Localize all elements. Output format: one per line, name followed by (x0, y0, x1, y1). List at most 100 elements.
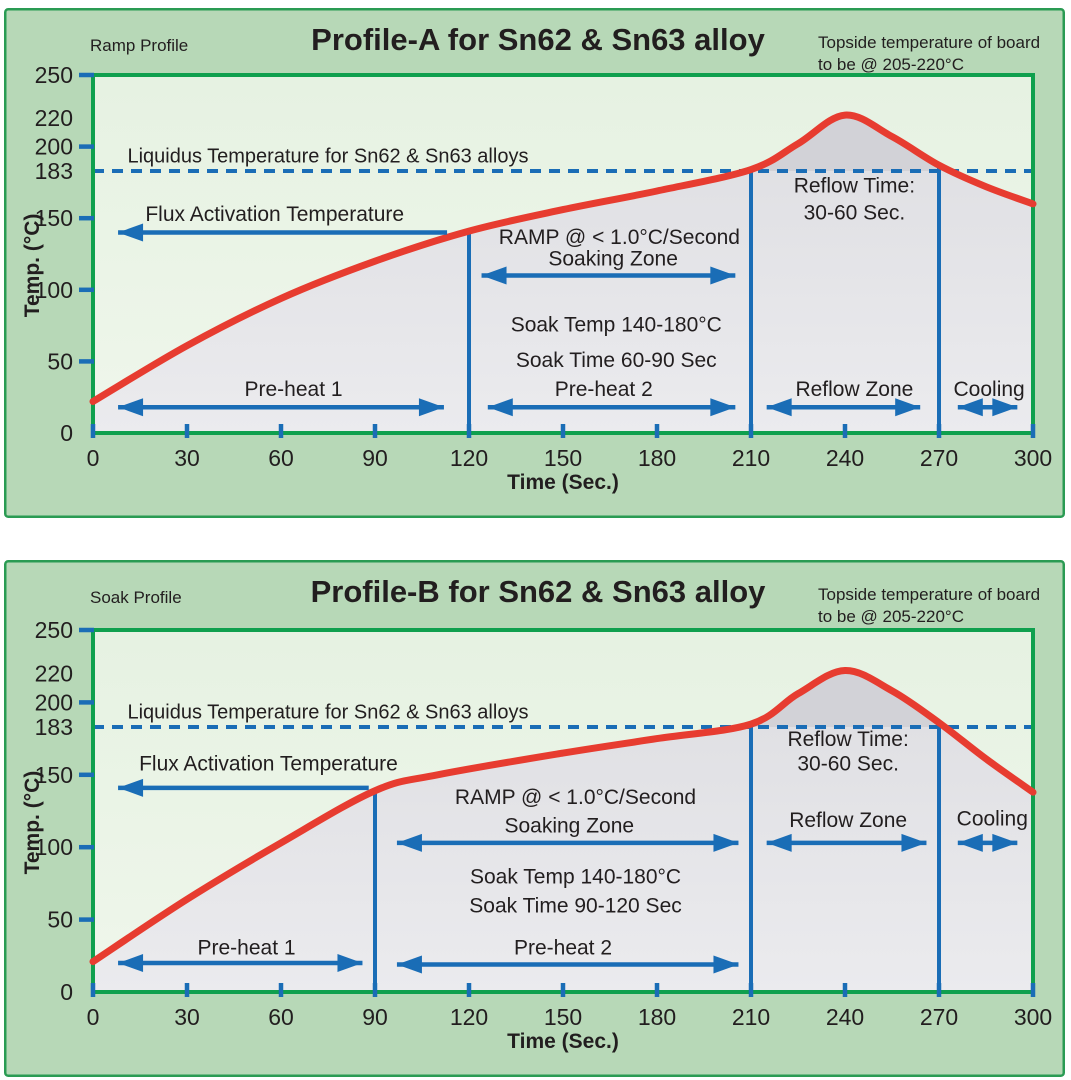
x-tick-label-0: 0 (87, 445, 100, 471)
x-tick-label-180: 180 (638, 445, 676, 471)
x-tick-label-270: 270 (920, 1004, 958, 1030)
y-tick-label-150: 150 (35, 205, 73, 231)
liquidus-label: Liquidus Temperature for Sn62 & Sn63 all… (127, 701, 528, 723)
preheat1-label: Pre-heat 1 (245, 378, 343, 401)
y-tick-label-50: 50 (47, 907, 73, 933)
soaking-zone-arrow-left-head (396, 833, 422, 852)
x-tick-label-150: 150 (544, 1004, 582, 1030)
flux-activation-arrow-head (118, 223, 144, 242)
above-liquidus-fill (746, 115, 951, 171)
reflow-zone-arrow-right-head (901, 833, 927, 852)
reflow-time-label-2: 30-60 Sec. (797, 752, 899, 775)
y-axis-title: Temp. (°C) (21, 214, 44, 318)
flux-activation-arrow (118, 778, 369, 797)
x-tick-label-240: 240 (826, 445, 864, 471)
x-tick-label-270: 270 (920, 445, 958, 471)
x-tick-label-240: 240 (826, 1004, 864, 1030)
soak-time-label: Soak Time 60-90 Sec (516, 349, 717, 372)
soaking-zone-arrow-right-head (710, 266, 736, 285)
y-tick-label-250: 250 (35, 62, 73, 88)
preheat1-label: Pre-heat 1 (198, 936, 296, 959)
x-tick-label-300: 300 (1014, 445, 1052, 471)
reflow-time-label-2: 30-60 Sec. (804, 202, 906, 225)
x-tick-label-60: 60 (268, 445, 294, 471)
x-tick-label-60: 60 (268, 1004, 294, 1030)
reflow-time-label-1: Reflow Time: (787, 728, 908, 751)
y-tick-label-200: 200 (35, 689, 73, 715)
reflow-time-label-1: Reflow Time: (794, 174, 915, 197)
cooling-label: Cooling (954, 378, 1025, 401)
x-tick-label-30: 30 (174, 445, 200, 471)
y-tick-label-183: 183 (35, 158, 73, 184)
y-tick-label-220: 220 (35, 660, 73, 686)
preheat2-arrow-left-head (396, 955, 422, 974)
preheat2-arrow-right-head (710, 398, 736, 417)
flux-activation-label: Flux Activation Temperature (139, 752, 398, 775)
preheat2-arrow (396, 955, 739, 974)
x-axis-ticks: 0 30 60 90 120 150 180 210 240 270 300 (87, 983, 1052, 1030)
preheat2-label: Pre-heat 2 (514, 936, 612, 959)
preheat1-arrow-left-head (118, 954, 144, 973)
preheat2-arrow-left-head (487, 398, 513, 417)
y-tick-label-0: 0 (60, 420, 73, 446)
x-axis-title: Time (Sec.) (507, 1030, 619, 1053)
cooling-arrow (957, 833, 1018, 852)
cooling-arrow-right-head (992, 398, 1018, 417)
cooling-arrow-right-head (992, 833, 1018, 852)
x-tick-label-90: 90 (362, 445, 388, 471)
chart-title: Profile-B for Sn62 & Sn63 alloy (311, 574, 767, 609)
x-tick-label-0: 0 (87, 1004, 100, 1030)
profile-b-panel: 0 30 60 90 120 150 180 210 240 270 300 250 220 200 183… (4, 560, 1065, 1080)
y-tick-label-200: 200 (35, 134, 73, 160)
y-tick-label-220: 220 (35, 105, 73, 131)
profile-chart-b: 0 30 60 90 120 150 180 210 240 270 300 250 220 200183… (4, 560, 1065, 1077)
preheat1-arrow (118, 398, 444, 417)
preheat1-arrow-right-head (418, 398, 444, 417)
topside-note-line1: Topside temperature of board (818, 585, 1040, 604)
panel-label: Soak Profile (90, 588, 182, 607)
x-tick-label-120: 120 (450, 445, 488, 471)
ramp-rate-label: RAMP @ < 1.0°C/Second (455, 786, 696, 809)
soaking-zone-arrow (481, 266, 736, 285)
reflow-zone-arrow-left-head (766, 833, 792, 852)
topside-note-line2: to be @ 205-220°C (818, 607, 964, 626)
topside-note-line1: Topside temperature of board (818, 33, 1040, 52)
y-tick-label-0: 0 (60, 979, 73, 1005)
y-tick-label-250: 250 (35, 617, 73, 643)
profile-chart-a: 0 30 60 90 120 150 180 210 240 270 300 250 220 200183… (4, 8, 1065, 518)
soak-temp-label: Soak Temp 140-180°C (511, 313, 722, 336)
y-tick-label-100: 100 (35, 277, 73, 303)
soaking-zone-arrow-left-head (481, 266, 507, 285)
preheat2-arrow-right-head (713, 955, 739, 974)
reflow-zone-arrow-left-head (766, 398, 792, 417)
reflow-zone-arrow (766, 833, 927, 852)
soak-time-label: Soak Time 90-120 Sec (469, 894, 681, 917)
x-tick-label-90: 90 (362, 1004, 388, 1030)
y-tick-label-100: 100 (35, 834, 73, 860)
preheat1-arrow-left-head (118, 398, 144, 417)
above-liquidus-fill (739, 670, 945, 728)
x-tick-label-210: 210 (732, 1004, 770, 1030)
preheat1-arrow (118, 954, 363, 973)
temperature-curve (89, 111, 1037, 405)
preheat2-label: Pre-heat 2 (555, 378, 653, 401)
preheat2-arrow (487, 398, 736, 417)
preheat1-arrow-right-head (337, 954, 363, 973)
flux-activation-arrow-head (118, 778, 144, 797)
ramp-rate-label: RAMP @ < 1.0°C/Second (499, 226, 740, 249)
reflow-zone-arrow-right-head (895, 398, 921, 417)
x-axis-title: Time (Sec.) (507, 471, 619, 494)
under-curve-fill (93, 670, 1033, 992)
soak-temp-label: Soak Temp 140-180°C (470, 865, 681, 888)
soaking-zone-label: Soaking Zone (548, 247, 678, 270)
chart-title: Profile-A for Sn62 & Sn63 alloy (311, 22, 765, 57)
x-tick-label-180: 180 (638, 1004, 676, 1030)
reflow-zone-arrow (766, 398, 921, 417)
cooling-arrow (957, 398, 1018, 417)
x-tick-label-210: 210 (732, 445, 770, 471)
flux-activation-arrow (118, 223, 448, 242)
flux-activation-label: Flux Activation Temperature (145, 203, 404, 226)
